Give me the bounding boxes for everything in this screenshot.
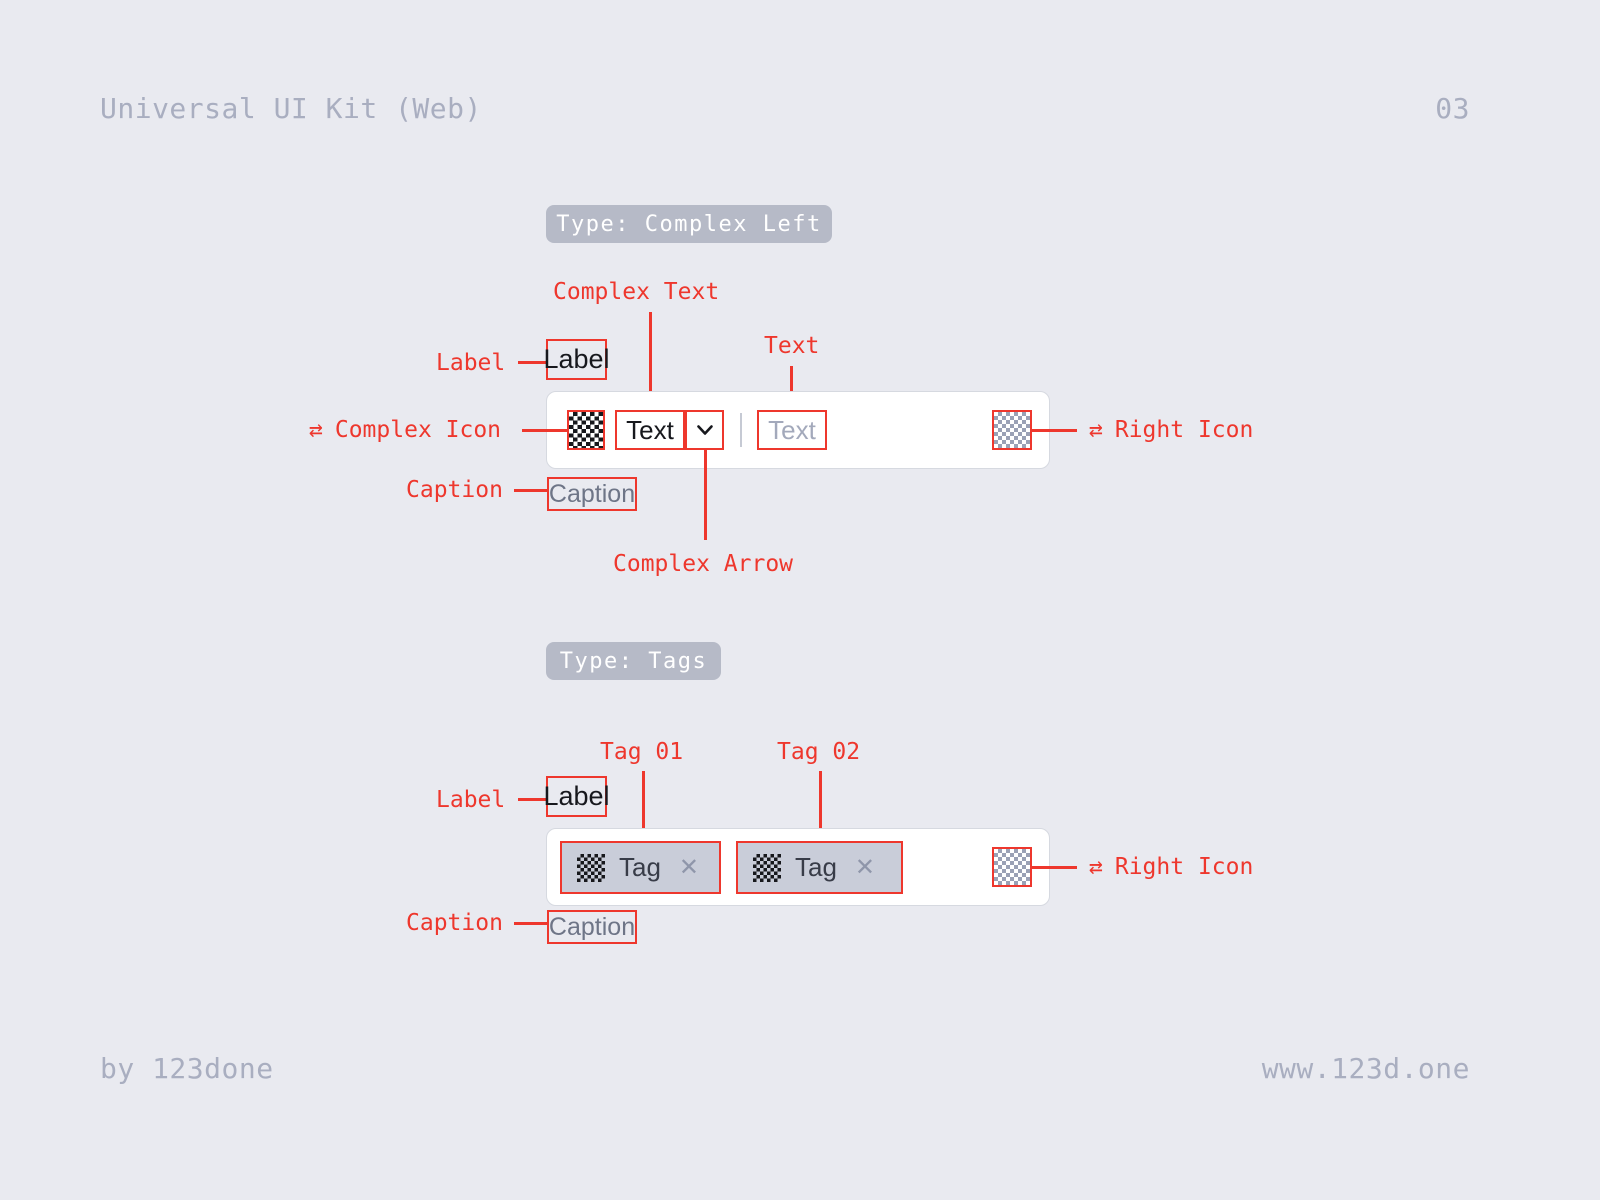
annotation-complex-arrow: Complex Arrow (613, 551, 794, 577)
type-badge-complex-left: Type: Complex Left (546, 205, 832, 243)
annotation-tag-02: Tag 02 (777, 739, 861, 765)
swap-arrows-icon: ⇄ (309, 417, 323, 443)
annotation-line (1032, 429, 1077, 432)
annotation-line (704, 450, 707, 540)
complex-input-field[interactable] (546, 391, 1050, 469)
tag-label: Tag (619, 852, 661, 882)
input-placeholder: Text (768, 414, 816, 445)
tag-close-icon[interactable]: ✕ (854, 853, 876, 881)
annotation-caption: Caption (406, 910, 503, 936)
annotation-line (518, 361, 546, 364)
page-title: Universal UI Kit (Web) (100, 92, 482, 125)
tag-placeholder-icon (577, 853, 605, 882)
annotation-line (518, 798, 546, 801)
tag-chip-2[interactable]: Tag ✕ (736, 841, 903, 894)
page-number: 03 (1435, 92, 1470, 125)
annotation-line (514, 922, 547, 925)
complex-left-icon (569, 412, 603, 448)
label-highlight-box: Label (543, 339, 610, 380)
annotation-line (819, 771, 822, 841)
field-divider (740, 413, 742, 447)
annotation-line (649, 312, 652, 410)
annotation-line (1032, 866, 1077, 869)
type-badge-tags: Type: Tags (546, 642, 721, 680)
field-caption: Caption (548, 479, 636, 508)
right-placeholder-icon (994, 412, 1030, 448)
footer-credit: by 123done (100, 1052, 274, 1085)
chevron-down-icon (696, 425, 713, 435)
right-icon-box[interactable] (992, 410, 1032, 450)
annotation-right-icon: ⇄ Right Icon (1089, 417, 1254, 443)
annotation-complex-text: Complex Text (553, 279, 720, 305)
annotation-caption: Caption (406, 477, 503, 503)
annotation-line (514, 489, 547, 492)
right-placeholder-icon (994, 849, 1030, 885)
complex-arrow-button[interactable] (685, 410, 724, 450)
complex-select-value[interactable]: Text (615, 410, 685, 450)
field-label: Label (543, 781, 610, 811)
annotation-line (642, 771, 645, 841)
annotation-line (522, 429, 567, 432)
complex-text-value: Text (626, 414, 674, 445)
text-input-area[interactable]: Text (757, 410, 827, 450)
annotation-line (790, 366, 793, 410)
swap-arrows-icon: ⇄ (1089, 854, 1103, 880)
caption-highlight-box: Caption (547, 910, 637, 944)
annotation-complex-icon: ⇄ Complex Icon (309, 417, 502, 443)
complex-icon-box[interactable] (567, 410, 605, 450)
caption-highlight-box: Caption (547, 477, 637, 511)
footer-website: www.123d.one (1261, 1052, 1470, 1085)
annotation-label: Label (436, 787, 506, 813)
tag-close-icon[interactable]: ✕ (678, 853, 700, 881)
right-icon-box[interactable] (992, 847, 1032, 887)
field-caption: Caption (548, 912, 636, 941)
tag-chip-1[interactable]: Tag ✕ (560, 841, 721, 894)
annotation-tag-01: Tag 01 (600, 739, 684, 765)
tag-label: Tag (795, 852, 837, 882)
swap-arrows-icon: ⇄ (1089, 417, 1103, 443)
label-highlight-box: Label (543, 776, 610, 817)
field-label: Label (543, 344, 610, 374)
annotation-text: Text (764, 333, 820, 359)
tag-placeholder-icon (753, 853, 781, 882)
annotation-label: Label (436, 350, 506, 376)
annotation-right-icon: ⇄ Right Icon (1089, 854, 1254, 880)
